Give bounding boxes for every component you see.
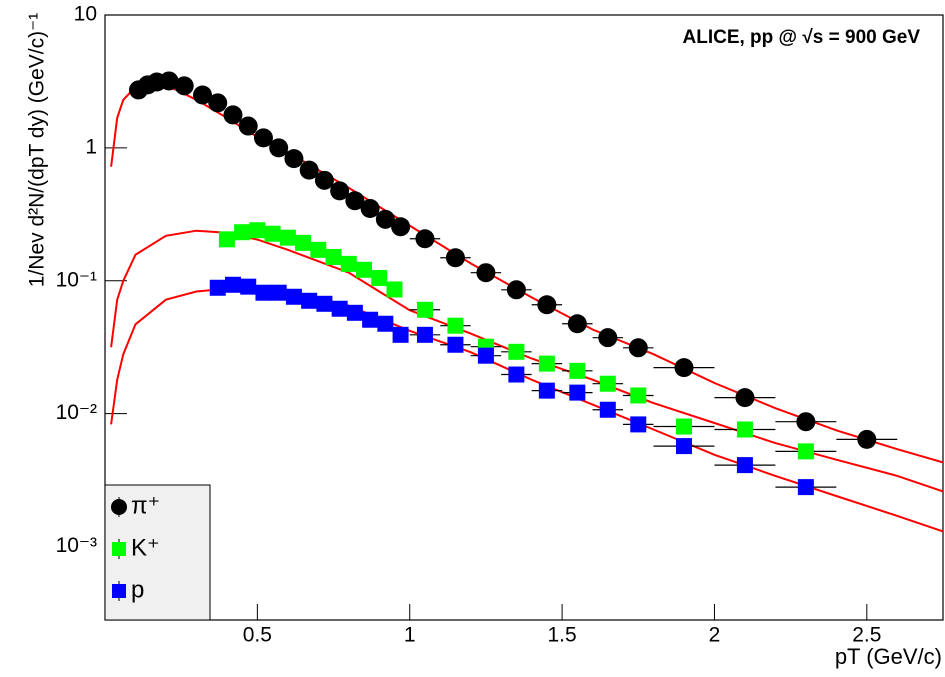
point bbox=[264, 225, 281, 242]
point bbox=[270, 284, 287, 301]
point bbox=[301, 292, 318, 309]
point bbox=[445, 248, 465, 268]
point bbox=[447, 317, 464, 334]
point bbox=[269, 138, 289, 158]
point bbox=[295, 234, 312, 251]
point bbox=[346, 304, 363, 321]
point bbox=[447, 336, 464, 353]
point bbox=[416, 326, 433, 343]
point bbox=[508, 343, 525, 360]
point bbox=[316, 295, 333, 312]
point bbox=[255, 284, 272, 301]
point bbox=[569, 384, 586, 401]
y-tick-label: 10 bbox=[74, 3, 97, 26]
point bbox=[797, 479, 814, 496]
point bbox=[193, 85, 213, 105]
point bbox=[476, 263, 496, 283]
point bbox=[356, 261, 373, 278]
point bbox=[506, 280, 526, 300]
point bbox=[477, 347, 494, 364]
point bbox=[310, 241, 327, 258]
y-tick-label: 10⁻³ bbox=[56, 534, 97, 557]
legend-label: p bbox=[131, 576, 144, 603]
point bbox=[538, 355, 555, 372]
chart-title: ALICE, pp @ √s = 900 GeV bbox=[683, 27, 921, 48]
point bbox=[416, 301, 433, 318]
point bbox=[314, 170, 334, 190]
point bbox=[249, 222, 266, 239]
point bbox=[253, 128, 273, 148]
point bbox=[386, 281, 403, 298]
legend-marker bbox=[111, 499, 127, 515]
fit-curve bbox=[110, 229, 943, 493]
point bbox=[377, 315, 394, 332]
point bbox=[599, 375, 616, 392]
point bbox=[857, 429, 877, 449]
point bbox=[674, 358, 694, 378]
x-axis-label: pT (GeV/c) bbox=[835, 644, 942, 669]
point bbox=[238, 116, 258, 136]
point bbox=[736, 421, 753, 438]
y-tick-label: 10⁻² bbox=[56, 401, 97, 424]
point bbox=[223, 105, 243, 125]
point bbox=[224, 276, 241, 293]
point bbox=[279, 229, 296, 246]
point bbox=[392, 326, 409, 343]
point bbox=[537, 295, 557, 315]
point bbox=[208, 93, 228, 113]
x-tick-label: 1 bbox=[404, 624, 416, 647]
x-tick-label: 2 bbox=[709, 624, 721, 647]
point bbox=[285, 288, 302, 305]
point bbox=[797, 443, 814, 460]
legend-marker bbox=[112, 542, 126, 556]
point bbox=[675, 438, 692, 455]
point bbox=[360, 198, 380, 218]
y-tick-label: 1 bbox=[85, 135, 97, 158]
plot-frame bbox=[104, 14, 944, 621]
point bbox=[508, 366, 525, 383]
point bbox=[735, 388, 755, 408]
point bbox=[234, 224, 251, 241]
legend-label: π⁺ bbox=[131, 492, 160, 519]
point bbox=[630, 387, 647, 404]
point bbox=[240, 278, 257, 295]
point bbox=[218, 231, 235, 248]
legend-label: K⁺ bbox=[131, 534, 160, 561]
point bbox=[598, 328, 618, 348]
x-tick-label: 0.5 bbox=[243, 624, 272, 647]
x-tick-label: 2.5 bbox=[852, 624, 881, 647]
point bbox=[538, 382, 555, 399]
point bbox=[340, 255, 357, 272]
point bbox=[159, 71, 179, 91]
point bbox=[391, 217, 411, 237]
point bbox=[284, 149, 304, 169]
y-axis-label: 1/Nev d²N/(dpT dy) (GeV/c)⁻¹ bbox=[26, 13, 49, 287]
point bbox=[174, 76, 194, 96]
point bbox=[299, 160, 319, 180]
point bbox=[345, 191, 365, 211]
point bbox=[796, 412, 816, 432]
point bbox=[628, 338, 648, 358]
point bbox=[375, 209, 395, 229]
point bbox=[330, 181, 350, 201]
point bbox=[599, 401, 616, 418]
legend-marker bbox=[112, 584, 126, 598]
point bbox=[209, 279, 226, 296]
point bbox=[371, 269, 388, 286]
point bbox=[362, 311, 379, 328]
point bbox=[331, 300, 348, 317]
y-tick-label: 10⁻¹ bbox=[56, 268, 97, 291]
point bbox=[675, 418, 692, 435]
point bbox=[415, 229, 435, 249]
point bbox=[569, 362, 586, 379]
point bbox=[325, 248, 342, 265]
point bbox=[567, 314, 587, 334]
x-tick-label: 1.5 bbox=[547, 624, 576, 647]
point bbox=[630, 416, 647, 433]
point bbox=[736, 457, 753, 474]
